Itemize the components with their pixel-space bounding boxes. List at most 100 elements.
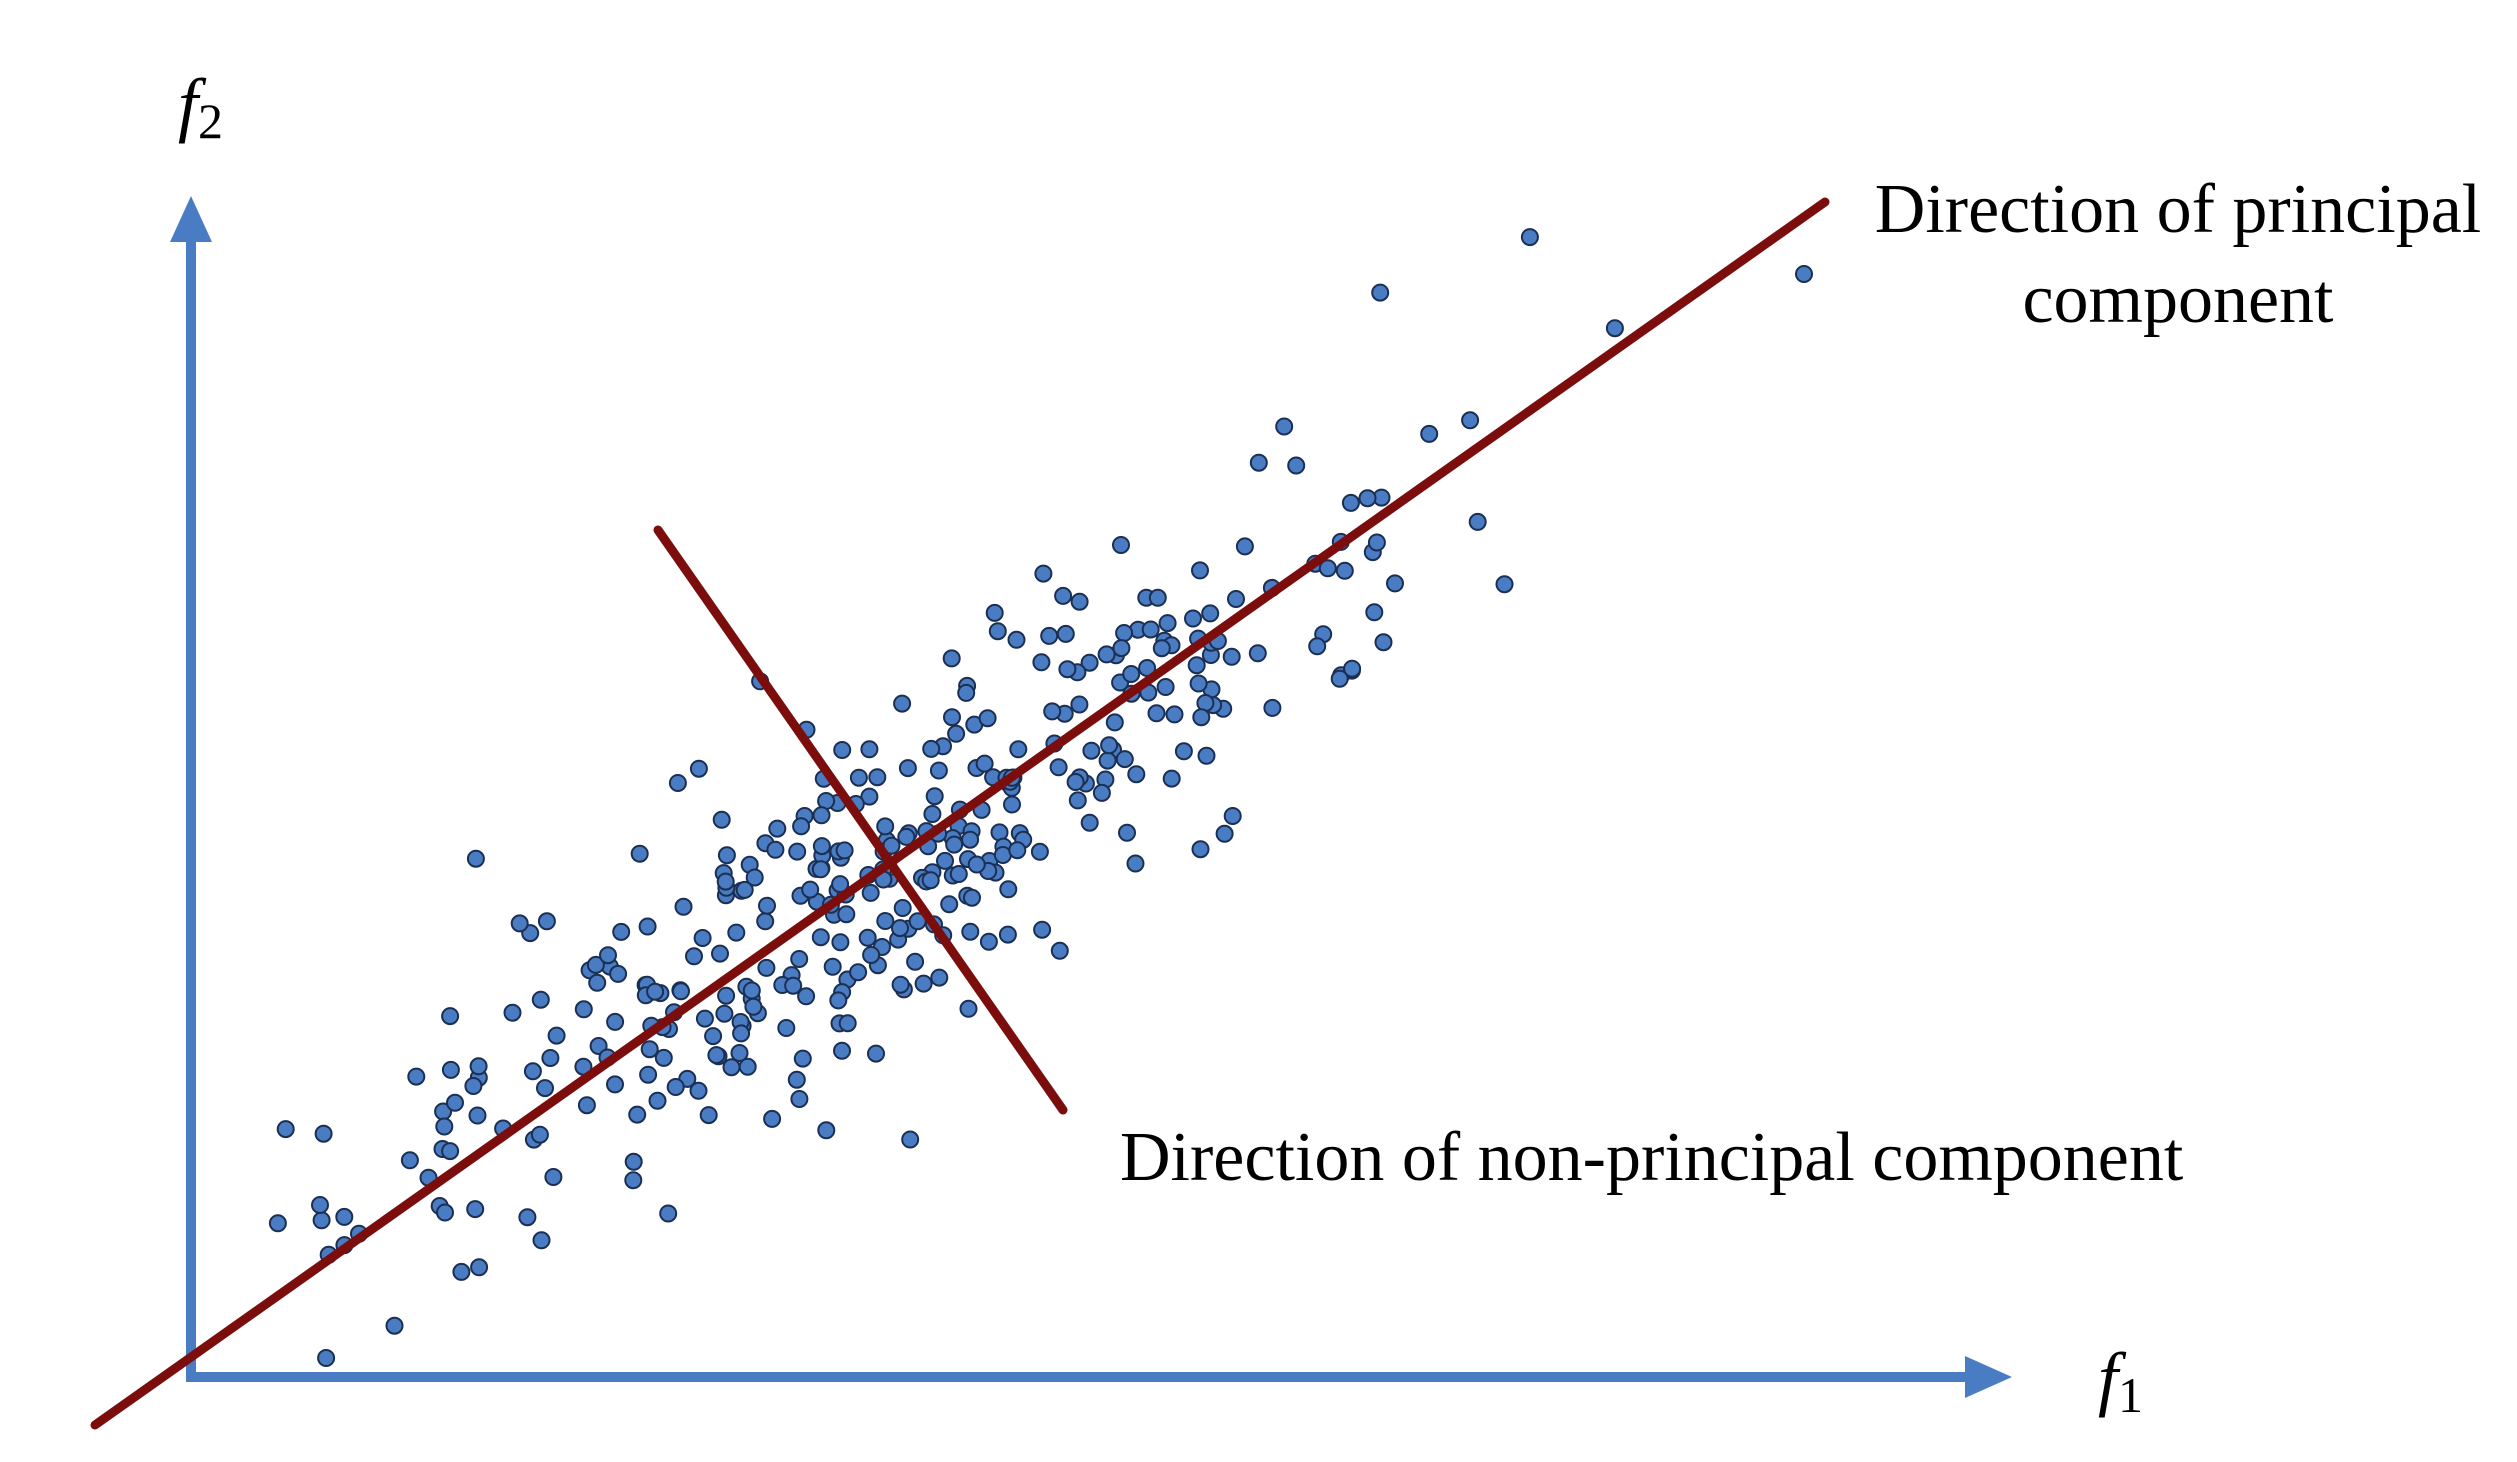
- data-point: [1058, 660, 1077, 679]
- data-point: [998, 925, 1017, 944]
- data-point: [801, 880, 820, 899]
- data-point: [1308, 637, 1327, 656]
- data-point: [668, 774, 687, 792]
- data-point: [541, 1049, 560, 1067]
- data-point: [942, 649, 961, 668]
- data-point: [630, 844, 649, 863]
- data-point: [757, 958, 776, 977]
- data-point: [441, 1060, 460, 1079]
- data-point: [914, 974, 933, 993]
- data-point: [646, 982, 665, 1001]
- data-point: [689, 759, 708, 778]
- data-point: [817, 1121, 836, 1140]
- data-point: [715, 1004, 734, 1023]
- data-point: [1318, 559, 1337, 578]
- data-point: [464, 1077, 483, 1095]
- data-point: [1070, 695, 1089, 714]
- data-point: [599, 946, 617, 965]
- data-point: [732, 1024, 751, 1043]
- data-point: [1003, 795, 1021, 814]
- data-point: [921, 871, 940, 890]
- data-point: [936, 851, 954, 870]
- data-point: [574, 1000, 593, 1019]
- data-point: [906, 952, 925, 971]
- data-point: [891, 919, 909, 938]
- data-point: [1115, 750, 1134, 769]
- data-point: [1420, 424, 1439, 443]
- data-point: [957, 683, 976, 702]
- data-point: [1008, 841, 1027, 860]
- data-point: [868, 768, 887, 787]
- data-point: [812, 837, 831, 856]
- data-point: [695, 1009, 714, 1028]
- data-point: [831, 933, 850, 952]
- data-point: [967, 855, 986, 874]
- data-point: [988, 622, 1007, 641]
- data-point: [1235, 537, 1254, 556]
- data-point: [908, 912, 927, 931]
- data-point: [1098, 751, 1117, 770]
- data-point: [689, 1081, 708, 1100]
- data-point: [717, 986, 736, 1005]
- data-point: [811, 860, 830, 879]
- data-point: [588, 973, 607, 992]
- data-point: [276, 1120, 295, 1139]
- data-point: [1187, 656, 1206, 675]
- data-point: [1165, 705, 1184, 724]
- data-point: [797, 987, 816, 1006]
- data-point: [628, 1105, 647, 1124]
- data-point: [849, 768, 868, 787]
- data-point: [735, 880, 754, 899]
- data-point: [1056, 624, 1075, 643]
- data-point: [704, 1027, 723, 1046]
- data-point: [722, 1058, 741, 1077]
- data-point: [1275, 417, 1294, 436]
- x-axis-arrowhead: [1965, 1356, 2012, 1398]
- data-point: [666, 1078, 685, 1096]
- data-point: [311, 1196, 329, 1214]
- data-point: [738, 1057, 757, 1076]
- data-point: [876, 912, 895, 930]
- data-point: [893, 899, 912, 917]
- data-point: [1127, 765, 1146, 784]
- data-point: [699, 1106, 718, 1125]
- data-point: [693, 929, 712, 947]
- data-point: [1249, 453, 1268, 472]
- data-point: [849, 963, 868, 982]
- data-point: [1030, 842, 1049, 861]
- data-point: [1386, 574, 1404, 593]
- data-point: [654, 1048, 673, 1067]
- data-point: [867, 1044, 885, 1063]
- data-point: [1043, 702, 1062, 721]
- data-point: [510, 914, 529, 933]
- data-point: [777, 1019, 796, 1037]
- data-point: [711, 944, 729, 963]
- data-point: [860, 740, 879, 759]
- data-point: [1152, 639, 1171, 658]
- data-point: [790, 950, 809, 968]
- data-point: [314, 1124, 333, 1143]
- data-point: [1520, 228, 1539, 247]
- data-point: [831, 875, 850, 894]
- data-point: [1197, 746, 1216, 765]
- data-point: [1367, 533, 1386, 552]
- data-point: [893, 694, 912, 713]
- data-point: [530, 1125, 549, 1144]
- data-point: [758, 896, 776, 915]
- data-point: [812, 806, 831, 825]
- data-point: [1126, 854, 1145, 873]
- data-point: [1158, 614, 1177, 633]
- data-point: [1007, 630, 1026, 649]
- data-point: [640, 1040, 659, 1059]
- x-axis-label: f1: [2098, 1338, 2143, 1423]
- data-point: [1223, 807, 1242, 825]
- principal-component-label-line2: component: [2022, 261, 2334, 338]
- data-point: [435, 1117, 454, 1136]
- data-point: [1365, 603, 1384, 622]
- data-point: [1112, 536, 1130, 554]
- data-point: [788, 842, 807, 861]
- non-principal-component-label: Direction of non-principal component: [1120, 1119, 2184, 1196]
- data-point: [1034, 564, 1053, 583]
- data-point: [1374, 633, 1393, 652]
- data-point: [1189, 674, 1208, 693]
